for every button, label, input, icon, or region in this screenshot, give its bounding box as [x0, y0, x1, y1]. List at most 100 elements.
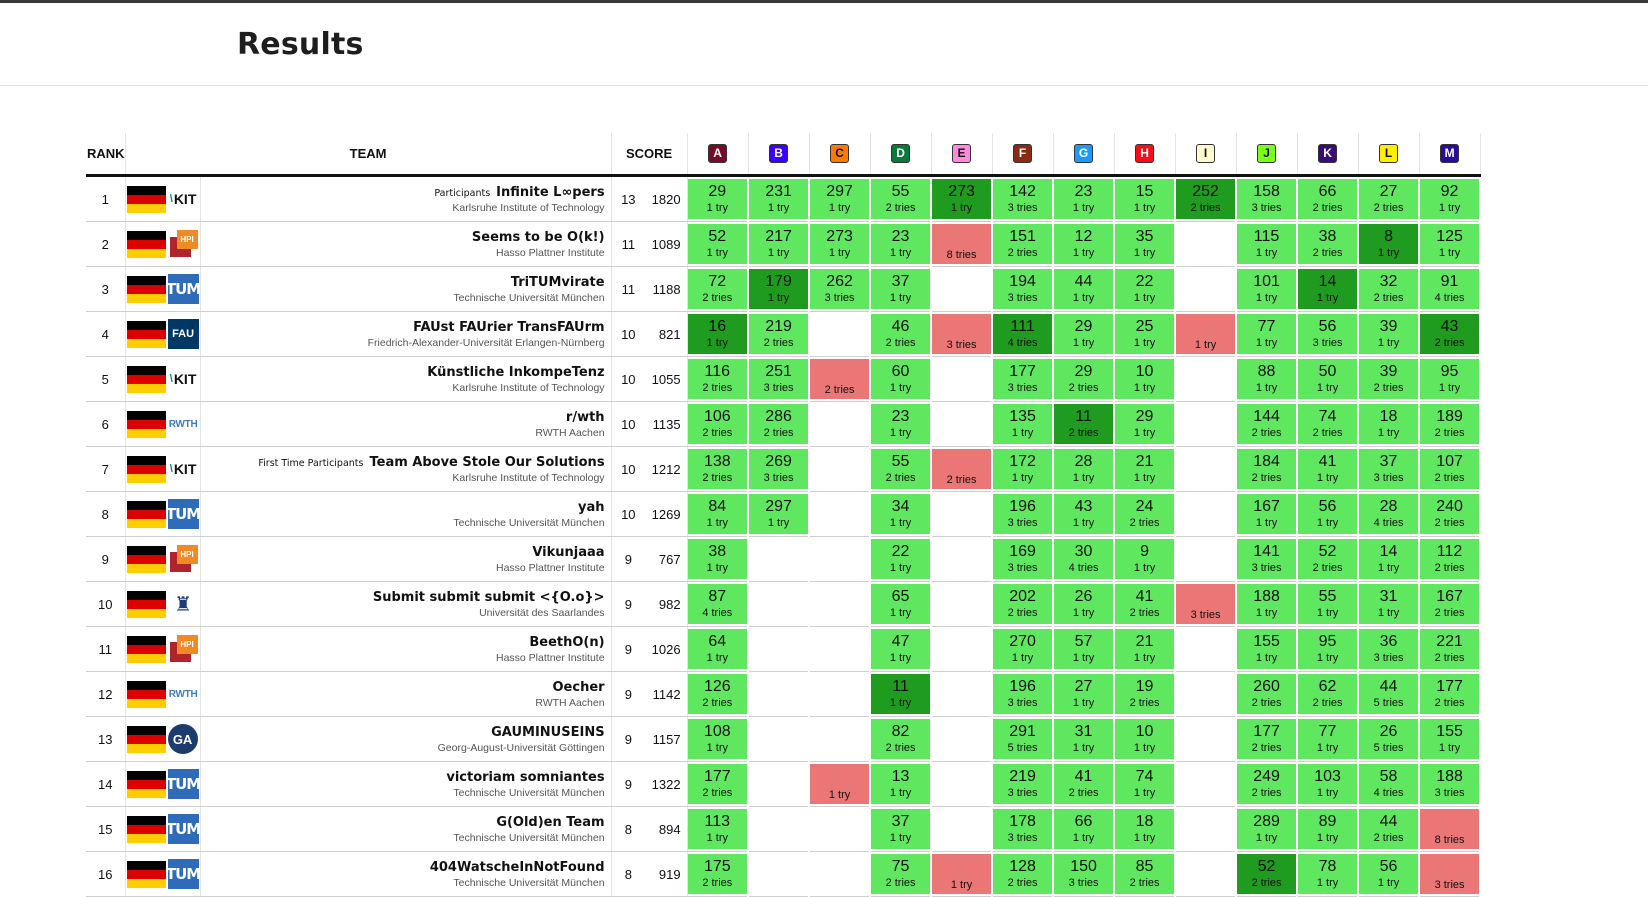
problem-cell-d[interactable]: 37 1 try	[870, 806, 933, 852]
problem-cell-g[interactable]: 23 1 try	[1053, 175, 1116, 222]
problem-cell-g[interactable]: 28 1 try	[1053, 446, 1116, 492]
problem-cell-l[interactable]: 56 1 try	[1358, 851, 1421, 897]
problem-cell-d[interactable]: 46 2 tries	[870, 311, 933, 357]
problem-cell-j[interactable]: 77 1 try	[1236, 311, 1299, 357]
problem-cell-f[interactable]: 178 3 tries	[992, 806, 1055, 852]
problem-cell-j[interactable]: 115 1 try	[1236, 221, 1299, 267]
problem-cell-j[interactable]: 289 1 try	[1236, 806, 1299, 852]
problem-cell-j[interactable]: 158 3 tries	[1236, 175, 1299, 222]
problem-header-g[interactable]: G	[1053, 133, 1115, 176]
problem-cell-l[interactable]: 26 5 tries	[1358, 716, 1421, 762]
team-info[interactable]: Vikunjaaa Hasso Plattner Institute	[200, 536, 612, 582]
problem-cell-h[interactable]: 85 2 tries	[1114, 851, 1177, 897]
problem-cell-f[interactable]: 169 3 tries	[992, 536, 1055, 582]
problem-cell-k[interactable]: 52 2 tries	[1297, 536, 1360, 582]
problem-cell-f[interactable]: 291 5 tries	[992, 716, 1055, 762]
problem-cell-h[interactable]: 41 2 tries	[1114, 581, 1177, 627]
problem-cell-e[interactable]: 8 tries	[931, 221, 994, 267]
problem-cell-f[interactable]: 135 1 try	[992, 401, 1055, 447]
problem-cell-j[interactable]: 177 2 tries	[1236, 716, 1299, 762]
team-info[interactable]: Submit submit submit <{O.o}> Universität …	[200, 581, 612, 627]
problem-cell-h[interactable]: 10 1 try	[1114, 716, 1177, 762]
problem-header-m[interactable]: M	[1419, 133, 1481, 176]
problem-header-c[interactable]: C	[809, 133, 871, 176]
problem-cell-k[interactable]: 56 1 try	[1297, 491, 1360, 537]
problem-cell-k[interactable]: 62 2 tries	[1297, 671, 1360, 717]
problem-cell-k[interactable]: 74 2 tries	[1297, 401, 1360, 447]
problem-cell-k[interactable]: 41 1 try	[1297, 446, 1360, 492]
problem-badge[interactable]: D	[891, 144, 911, 163]
problem-cell-k[interactable]: 14 1 try	[1297, 266, 1360, 312]
problem-cell-h[interactable]: 19 2 tries	[1114, 671, 1177, 717]
problem-cell-a[interactable]: 106 2 tries	[687, 401, 750, 447]
team-row[interactable]: 1 KIT Participants Infinite L∞persKarlsruhe…	[86, 175, 1482, 222]
problem-cell-a[interactable]: 52 1 try	[687, 221, 750, 267]
problem-header-f[interactable]: F	[992, 133, 1054, 176]
team-info[interactable]: Oecher RWTH Aachen	[200, 671, 612, 717]
problem-cell-l[interactable]: 8 1 try	[1358, 221, 1421, 267]
problem-badge[interactable]: A	[708, 144, 728, 163]
problem-cell-d[interactable]: 37 1 try	[870, 266, 933, 312]
problem-cell-m[interactable]: 8 tries	[1419, 806, 1482, 852]
problem-cell-i[interactable]: 252 2 tries	[1175, 175, 1238, 222]
problem-cell-j[interactable]: 260 2 tries	[1236, 671, 1299, 717]
problem-cell-d[interactable]: 23 1 try	[870, 221, 933, 267]
problem-cell-m[interactable]: 221 2 tries	[1419, 626, 1482, 672]
problem-cell-e[interactable]: 273 1 try	[931, 175, 994, 222]
team-info[interactable]: Künstliche InkompeTenz Karlsruhe Institut…	[200, 356, 612, 402]
team-info[interactable]: Seems to be O(k!) Hasso Plattner Institut…	[200, 221, 612, 267]
problem-cell-d[interactable]: 60 1 try	[870, 356, 933, 402]
team-info[interactable]: FAUst FAUrier TransFAUrm Friedrich-Alexan…	[200, 311, 612, 357]
problem-cell-a[interactable]: 116 2 tries	[687, 356, 750, 402]
problem-cell-g[interactable]: 66 1 try	[1053, 806, 1116, 852]
problem-cell-b[interactable]: 269 3 tries	[748, 446, 811, 492]
problem-badge[interactable]: E	[952, 144, 972, 163]
problem-cell-l[interactable]: 39 2 tries	[1358, 356, 1421, 402]
team-row[interactable]: 15 TUM G(Old)en Team Technische Universität…	[86, 806, 1482, 852]
problem-badge[interactable]: C	[830, 144, 850, 163]
problem-cell-a[interactable]: 64 1 try	[687, 626, 750, 672]
problem-cell-f[interactable]: 194 3 tries	[992, 266, 1055, 312]
problem-cell-b[interactable]: 179 1 try	[748, 266, 811, 312]
problem-cell-b[interactable]: 297 1 try	[748, 491, 811, 537]
problem-cell-h[interactable]: 10 1 try	[1114, 356, 1177, 402]
problem-cell-l[interactable]: 58 4 tries	[1358, 761, 1421, 807]
problem-cell-i[interactable]: 3 tries	[1175, 581, 1238, 627]
team-row[interactable]: 2 HPI Seems to be O(k!) Hasso Plattner Inst…	[86, 221, 1482, 267]
problem-cell-f[interactable]: 111 4 tries	[992, 311, 1055, 357]
problem-badge[interactable]: M	[1440, 144, 1460, 163]
problem-cell-g[interactable]: 11 2 tries	[1053, 401, 1116, 447]
problem-badge[interactable]: J	[1257, 144, 1277, 163]
problem-cell-g[interactable]: 30 4 tries	[1053, 536, 1116, 582]
problem-cell-d[interactable]: 34 1 try	[870, 491, 933, 537]
problem-cell-f[interactable]: 128 2 tries	[992, 851, 1055, 897]
problem-header-b[interactable]: B	[748, 133, 810, 176]
problem-cell-d[interactable]: 47 1 try	[870, 626, 933, 672]
problem-cell-j[interactable]: 141 3 tries	[1236, 536, 1299, 582]
problem-cell-h[interactable]: 35 1 try	[1114, 221, 1177, 267]
problem-cell-b[interactable]: 231 1 try	[748, 175, 811, 222]
team-row[interactable]: 13 GA GAUMINUSEINS Georg-August-Universität…	[86, 716, 1482, 762]
problem-cell-j[interactable]: 144 2 tries	[1236, 401, 1299, 447]
problem-cell-m[interactable]: 125 1 try	[1419, 221, 1482, 267]
team-row[interactable]: 8 TUM yah Technische Universität München 10 1…	[86, 491, 1482, 537]
problem-cell-l[interactable]: 36 3 tries	[1358, 626, 1421, 672]
problem-cell-k[interactable]: 78 1 try	[1297, 851, 1360, 897]
team-info[interactable]: BeethO(n) Hasso Plattner Institute	[200, 626, 612, 672]
problem-cell-g[interactable]: 150 3 tries	[1053, 851, 1116, 897]
problem-cell-h[interactable]: 21 1 try	[1114, 446, 1177, 492]
problem-cell-h[interactable]: 15 1 try	[1114, 175, 1177, 222]
problem-cell-m[interactable]: 188 3 tries	[1419, 761, 1482, 807]
problem-cell-j[interactable]: 188 1 try	[1236, 581, 1299, 627]
problem-cell-a[interactable]: 38 1 try	[687, 536, 750, 582]
problem-cell-g[interactable]: 29 1 try	[1053, 311, 1116, 357]
problem-cell-h[interactable]: 18 1 try	[1114, 806, 1177, 852]
team-info[interactable]: 404WatscheInNotFound Technische Universit…	[200, 851, 612, 897]
problem-cell-d[interactable]: 22 1 try	[870, 536, 933, 582]
problem-cell-a[interactable]: 108 1 try	[687, 716, 750, 762]
problem-header-i[interactable]: I	[1175, 133, 1237, 176]
problem-badge[interactable]: K	[1318, 144, 1338, 163]
problem-cell-c[interactable]: 2 tries	[809, 356, 872, 402]
problem-cell-h[interactable]: 22 1 try	[1114, 266, 1177, 312]
problem-cell-d[interactable]: 65 1 try	[870, 581, 933, 627]
